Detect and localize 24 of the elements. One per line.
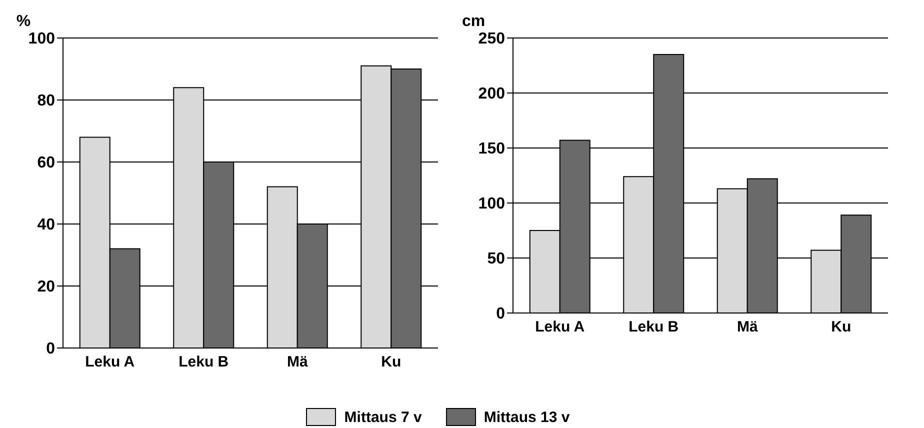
x-tick-label: Leku B <box>178 354 229 371</box>
x-tick-label: Mä <box>286 354 308 371</box>
y-tick-label: 0 <box>46 340 56 358</box>
y-tick-label: 20 <box>37 278 56 296</box>
y-tick-label: 60 <box>37 154 56 172</box>
y-tick-label: 80 <box>37 92 56 110</box>
x-tick-label: Leku A <box>85 354 135 371</box>
legend-label: Mittaus 7 v <box>343 408 422 426</box>
x-tick-label: Ku <box>381 354 402 371</box>
x-tick-label: Ku <box>831 318 852 336</box>
y-tick-label: 250 <box>478 30 506 48</box>
y-axis-title: cm <box>462 13 486 30</box>
y-tick-label: 50 <box>487 250 506 268</box>
x-tick-label: Leku B <box>628 318 679 336</box>
x-tick-label: Leku A <box>535 318 585 336</box>
x-tick-label: Mä <box>736 318 758 336</box>
y-tick-label: 100 <box>478 196 506 213</box>
y-tick-label: 0 <box>496 306 506 323</box>
legend-label: Mittaus 13 v <box>482 408 570 426</box>
y-tick-label: 150 <box>478 140 506 158</box>
y-axis-title: % <box>16 13 31 30</box>
y-tick-label: 40 <box>37 216 56 234</box>
y-tick-label: 200 <box>478 86 506 103</box>
y-tick-label: 100 <box>28 30 56 48</box>
